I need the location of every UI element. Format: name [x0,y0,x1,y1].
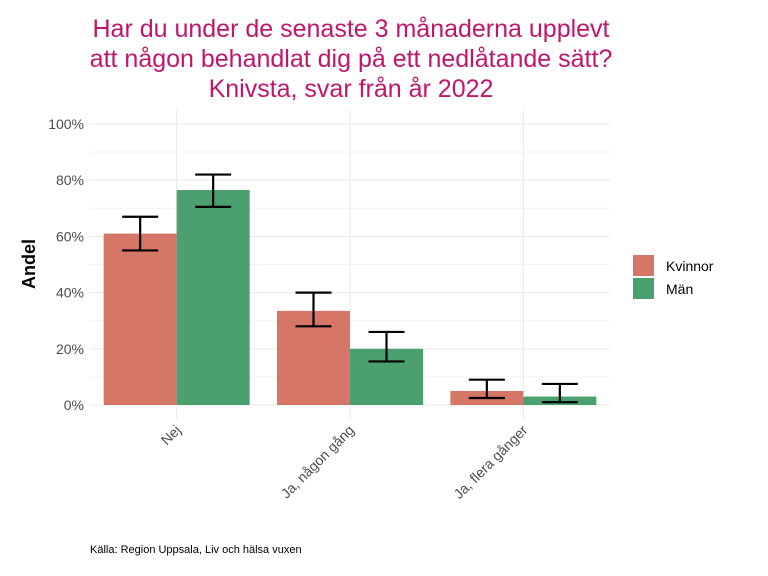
error-bar [468,378,505,400]
error-bars [122,173,578,404]
y-tick-label: 0% [64,397,84,413]
chart-title-line-2: att någon behandlat dig på ett nedlåtand… [90,45,613,73]
legend-label: Kvinnor [666,258,714,274]
legend: Kvinnor Män [633,255,714,299]
bars [103,190,597,405]
error-bar [295,291,332,328]
chart-title-line-1: Har du under de senaste 3 månaderna uppl… [92,15,609,43]
y-tick-label: 60% [56,228,84,244]
y-axis-ticks: 0% 20% 40% 60% 80% 100% [48,116,84,413]
error-bar [195,173,232,208]
error-bar [541,382,578,404]
legend-swatch [633,278,654,299]
y-tick-label: 20% [56,341,84,357]
legend-item: Män [633,278,693,299]
legend-item: Kvinnor [633,255,714,276]
legend-swatch [633,255,654,276]
chart-title-line-3: Knivsta, svar från år 2022 [209,75,494,103]
bar [176,190,250,405]
legend-label: Män [666,281,693,297]
source-caption: Källa: Region Uppsala, Liv och hälsa vux… [90,544,302,556]
error-bar [122,215,159,252]
x-tick-label: Ja, någon gång [278,422,358,502]
y-axis-label: Andel [19,239,39,289]
x-tick-label: Nej [158,422,184,448]
x-tick-label: Ja, flera gånger [450,422,530,502]
y-tick-label: 80% [56,172,84,188]
y-tick-label: 100% [48,116,84,132]
error-bar [368,330,405,363]
bar [103,233,177,405]
y-tick-label: 40% [56,285,84,301]
x-axis-ticks: Nej Ja, någon gång Ja, flera gånger [158,422,531,502]
chart-title: Har du under de senaste 3 månaderna uppl… [90,15,613,103]
